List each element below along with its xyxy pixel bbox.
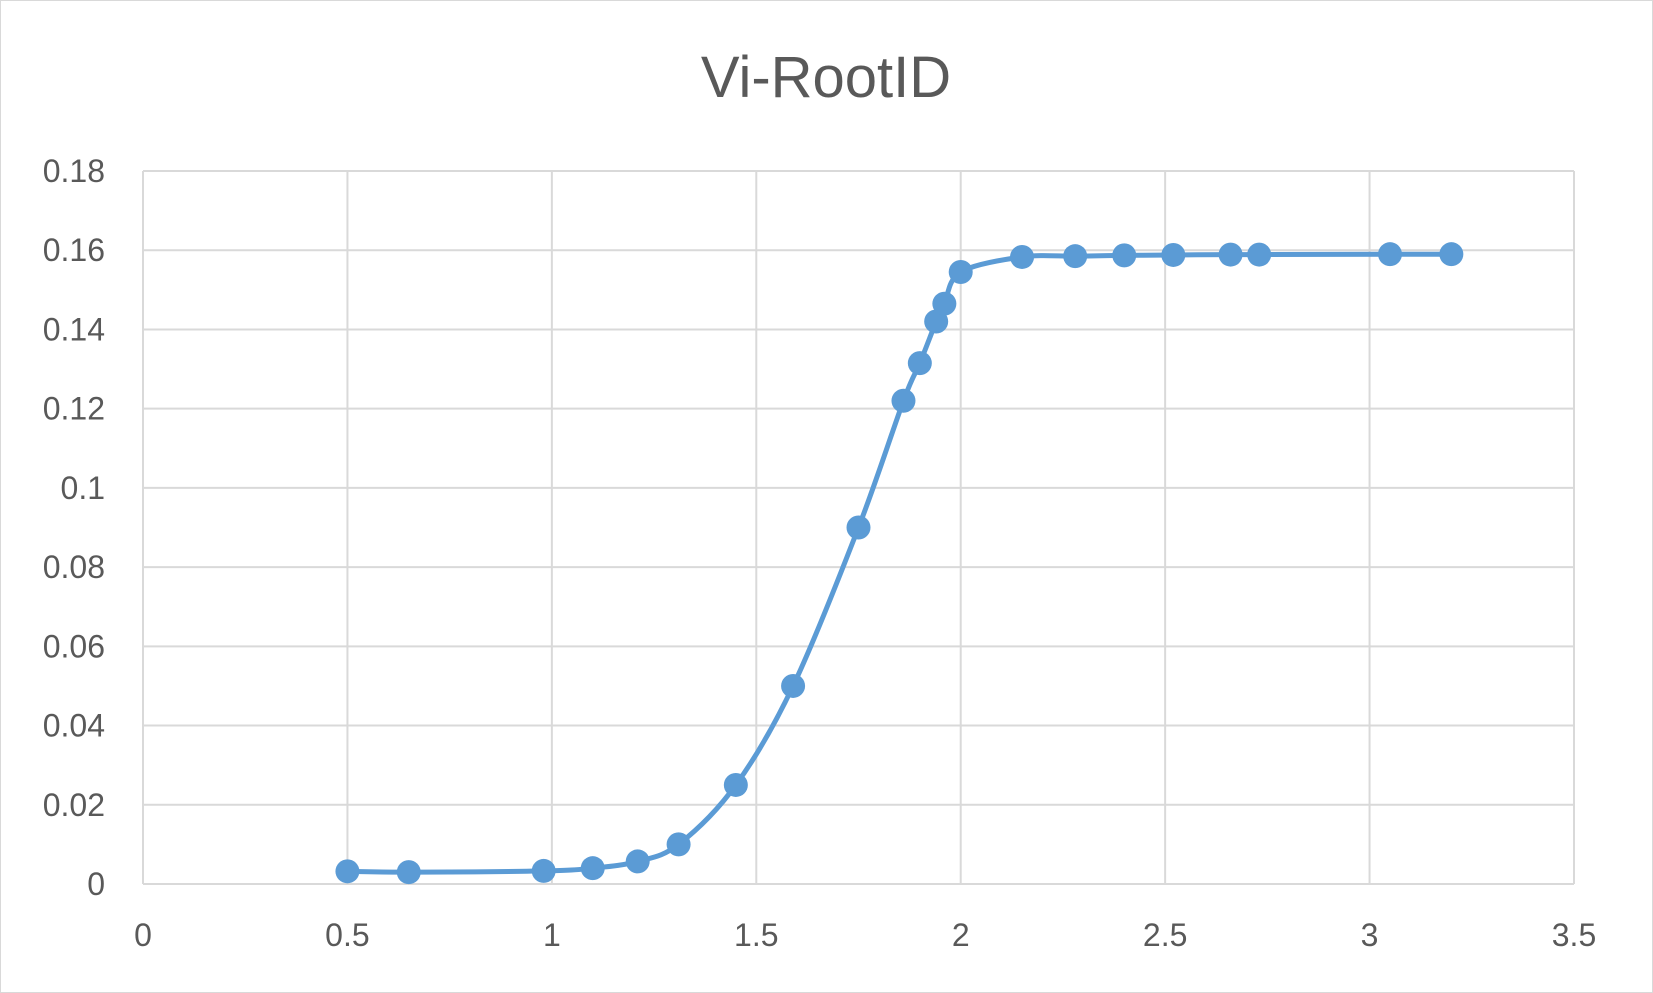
x-tick-label: 2.5 [1143, 917, 1187, 953]
data-point [1112, 243, 1137, 268]
x-tick-label: 1.5 [734, 917, 778, 953]
y-tick-label: 0.1 [61, 470, 105, 506]
y-axis-tick-labels: 0 0.02 0.04 0.06 0.08 0.1 0.12 0.14 0.16 0.18 [43, 153, 105, 902]
chart-title: Vi-RootID [701, 45, 951, 110]
x-axis-tick-labels: 0 0.5 1 1.5 2 2.5 3 3.5 [134, 917, 1596, 953]
x-tick-label: 3.5 [1552, 917, 1596, 953]
data-point [948, 260, 973, 285]
data-point [1161, 242, 1186, 267]
data-point [1378, 242, 1403, 267]
data-point [396, 860, 421, 885]
data-point [666, 832, 691, 857]
x-tick-label: 3 [1361, 917, 1379, 953]
data-point [1439, 242, 1464, 267]
x-tick-label: 2 [952, 917, 970, 953]
data-point [1063, 244, 1088, 269]
data-point [924, 309, 949, 334]
data-point [1218, 242, 1243, 267]
data-point [580, 856, 605, 881]
data-point [891, 388, 916, 413]
y-tick-label: 0.12 [43, 391, 105, 427]
y-tick-label: 0.16 [43, 232, 105, 268]
data-point [335, 859, 360, 884]
x-tick-label: 0.5 [325, 917, 369, 953]
y-tick-label: 0.02 [43, 787, 105, 823]
data-point [723, 772, 748, 797]
data-point [846, 515, 871, 540]
y-tick-label: 0 [87, 866, 105, 902]
x-tick-label: 0 [134, 917, 152, 953]
data-point [1010, 244, 1035, 269]
data-point [907, 351, 932, 376]
data-points [335, 242, 1464, 885]
data-point [531, 858, 556, 883]
y-tick-label: 0.08 [43, 549, 105, 585]
series-line [344, 251, 1454, 875]
y-tick-label: 0.14 [43, 311, 105, 347]
data-point [781, 673, 806, 698]
gridlines [142, 170, 1575, 885]
data-point [1247, 242, 1272, 267]
x-tick-label: 1 [543, 917, 561, 953]
data-point [625, 849, 650, 874]
y-tick-label: 0.06 [43, 628, 105, 664]
y-tick-label: 0.04 [43, 708, 105, 744]
data-point [932, 291, 957, 316]
y-tick-label: 0.18 [43, 153, 105, 189]
